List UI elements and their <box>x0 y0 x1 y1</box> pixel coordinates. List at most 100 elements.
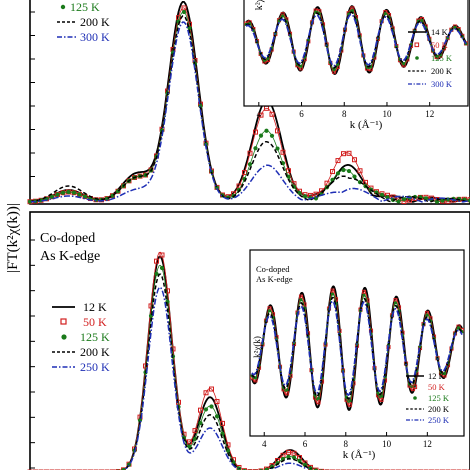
inset-annotation-line1: Co-doped <box>256 264 290 274</box>
bottom-inset-marker-125-k <box>425 313 429 317</box>
top-main-marker-125-k <box>374 190 379 195</box>
top-main-marker-125-k <box>352 174 357 179</box>
bottom-main-marker-50-k <box>192 428 198 434</box>
bottom-legend: 12 K 50 K 125 K 200 K 250 K <box>52 300 110 374</box>
top-main-marker-125-k <box>60 190 66 195</box>
bottom-legend-entry-50k: 50 K <box>60 315 107 329</box>
top-main-marker-125-k <box>258 133 264 138</box>
bottom-main-marker-50-k <box>209 386 214 392</box>
bottom-inset-marker-125-k <box>442 371 447 376</box>
bottom-inset-series-200-k <box>251 296 463 400</box>
bottom-inset-curves <box>249 285 465 412</box>
top-main-marker-50-k <box>258 112 264 118</box>
top-main-marker-125-k <box>346 168 352 174</box>
legend-marker <box>414 42 420 48</box>
legend-label: 125 K <box>80 330 110 344</box>
legend-label: 14 K <box>431 27 449 37</box>
top-inset-marker-125-k <box>453 25 457 29</box>
top-main-marker-125-k <box>71 190 77 195</box>
top-main-marker-50-k <box>247 150 253 156</box>
legend-label: 200 K <box>428 404 450 414</box>
top-legend: 125 K 200 K 300 K <box>57 0 110 44</box>
top-main-marker-50-k <box>269 111 275 117</box>
legend-label: 50 K <box>83 315 107 329</box>
top-panel-frame <box>29 0 470 205</box>
bottom-main-marker-50-k <box>159 252 165 258</box>
bottom-inset-marker-125-k <box>348 398 352 403</box>
top-main-marker-50-k <box>286 168 291 174</box>
bottom-inset-marker-125-k <box>285 388 289 392</box>
top-main-marker-125-k <box>467 198 470 203</box>
top-main-marker-125-k <box>297 190 302 196</box>
bottom-inset-marker-125-k <box>376 391 380 395</box>
top-legend-entry-125k: 125 K <box>60 0 100 14</box>
bottom-inset-marker-125-k <box>299 298 303 302</box>
bottom-main-marker-50-k <box>203 390 209 396</box>
bottom-main-marker-125-k <box>198 420 203 426</box>
legend-label: 250 K <box>428 415 450 425</box>
bottom-inset-marker-50-k <box>379 397 384 402</box>
top-main-marker-125-k <box>82 194 88 199</box>
top-main-series-200-k <box>31 15 468 203</box>
bottom-panel-frame <box>29 211 470 470</box>
top-main-marker-50-k <box>352 157 357 163</box>
bottom-inset-marker-50-k <box>330 288 335 293</box>
bottom-inset-marker-125-k <box>267 309 272 313</box>
top-inset-ylabel: k²χ <box>254 0 265 10</box>
inset-xtick-label: 4 <box>257 109 262 119</box>
bottom-main-marker-125-k <box>214 414 220 419</box>
legend-marker <box>415 56 419 60</box>
top-inset-legend: 14 K 50 K 125 K 200 K 300 K <box>408 27 453 89</box>
bottom-annotation-line1: Co-doped <box>40 231 95 246</box>
bottom-main-marker-50-k <box>286 449 291 455</box>
bottom-main-marker-50-k <box>214 398 220 404</box>
legend-label: 125 K <box>428 393 450 403</box>
top-main-marker-125-k <box>264 128 269 133</box>
top-panel-curves <box>27 0 470 205</box>
legend-marker <box>413 396 417 400</box>
legend-label: 300 K <box>80 30 110 44</box>
top-inset-marker-125-k <box>266 56 270 60</box>
top-inset-marker-125-k <box>350 8 354 13</box>
top-inset-marker-125-k <box>383 12 387 16</box>
bottom-main-marker-50-k <box>264 466 269 470</box>
bottom-inset-xlabel: k (Å⁻¹) <box>343 449 376 461</box>
bottom-legend-entry-125k: 125 K <box>61 330 110 344</box>
legend-label: 12 K <box>428 371 446 381</box>
bottom-inset-marker-125-k <box>362 293 366 297</box>
legend-label: 200 K <box>80 15 110 29</box>
bottom-main-marker-125-k <box>291 455 297 460</box>
inset-xtick-label: 10 <box>382 439 392 449</box>
top-main-marker-50-k <box>341 151 346 157</box>
top-inset-ticks: 4 6 8 10 12 <box>257 102 434 119</box>
top-main-marker-125-k <box>181 9 187 15</box>
bottom-inset-ticks: 4 6 8 10 12 <box>262 432 432 449</box>
bottom-inset: Co-doped As K-edge k²χ(k) 4 6 8 10 12 k (Å⁻¹… <box>249 249 465 461</box>
top-main-marker-125-k <box>302 194 308 199</box>
bottom-inset-marker-50-k <box>284 391 290 396</box>
top-inset-xlabel: k (Å⁻¹) <box>350 119 383 131</box>
legend-label: 12 K <box>83 300 107 314</box>
top-main-marker-125-k <box>49 194 55 199</box>
top-panel-ticks <box>30 11 35 201</box>
bottom-main-marker-125-k <box>308 466 313 470</box>
bottom-main-marker-50-k <box>291 450 297 456</box>
bottom-inset-marker-125-k <box>316 396 321 400</box>
bottom-legend-entry-250k: 250 K <box>52 360 110 374</box>
top-main-marker-125-k <box>379 192 385 197</box>
legend-marker <box>60 4 66 10</box>
top-main-marker-50-k <box>330 169 335 175</box>
bottom-main-marker-125-k <box>203 407 209 412</box>
top-main-marker-50-k <box>253 129 258 135</box>
top-main-marker-50-k <box>357 168 363 174</box>
bottom-legend-entry-12k: 12 K <box>52 300 107 314</box>
y-axis-label: |FT(k²χ(k))| <box>5 203 21 273</box>
top-main-marker-125-k <box>66 189 71 195</box>
inset-xtick-label: 4 <box>262 439 267 449</box>
top-main-marker-125-k <box>423 196 429 201</box>
bottom-main-marker-50-k <box>258 468 264 470</box>
top-main-marker-125-k <box>275 146 280 151</box>
bottom-main-marker-125-k <box>297 458 302 463</box>
bottom-panel: Co-doped As K-edge 12 K 50 K 125 K 200 K… <box>27 211 470 470</box>
